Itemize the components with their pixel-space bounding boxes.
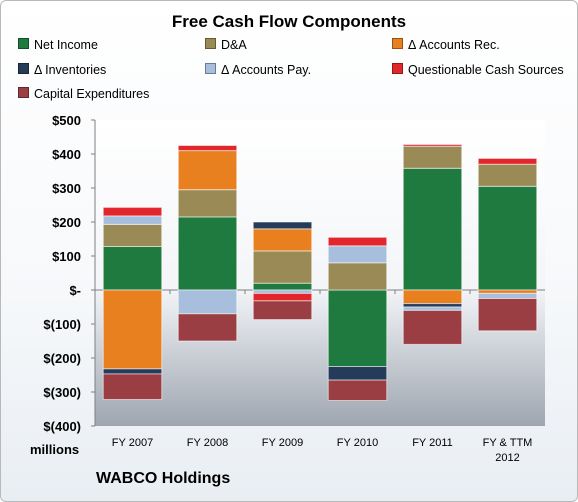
y-tick-label: $100: [52, 249, 81, 264]
bar-segment: [402, 145, 463, 169]
legend-swatch: [18, 38, 29, 49]
bar-segment: [102, 373, 163, 400]
bar-segment: [252, 282, 313, 291]
bar-segment: [177, 313, 238, 342]
legend-swatch: [18, 87, 29, 98]
company-name: WABCO Holdings: [96, 470, 231, 487]
y-tick-label: $-: [69, 283, 81, 298]
bar-segment: [252, 221, 313, 230]
legend-swatch: [18, 63, 29, 74]
bar-segment: [102, 223, 163, 247]
x-tick-label: FY 2010: [337, 437, 378, 449]
bar-segment: [177, 216, 238, 291]
legend-item-capex: Capital Expenditures: [18, 87, 149, 101]
bar-segment: [102, 289, 163, 370]
legend-label: Net Income: [34, 38, 98, 52]
bar-segment: [477, 185, 538, 291]
legend-item-accounts-rec: Δ Accounts Rec.: [392, 38, 500, 52]
y-tick-label: $(300): [43, 385, 81, 400]
bar-segment: [327, 236, 388, 247]
bar-segment: [102, 245, 163, 291]
y-tick-label: $200: [52, 215, 81, 230]
bar-segment: [402, 167, 463, 291]
y-tick-label: $(100): [43, 317, 81, 332]
bar-segment: [477, 163, 538, 187]
bar-segment: [177, 150, 238, 191]
x-tick-label: FY 2007: [112, 437, 153, 449]
legend-item-accounts-pay: Δ Accounts Pay.: [205, 63, 311, 77]
x-tick-label: FY 2008: [187, 437, 228, 449]
bar-segment: [327, 262, 388, 291]
bar-segment: [402, 289, 463, 305]
legend-label: Δ Inventories: [34, 63, 107, 77]
bar-segment: [327, 245, 388, 264]
legend-swatch: [205, 38, 216, 49]
bar-segment: [327, 366, 388, 381]
bar-segment: [252, 250, 313, 284]
bar-segment: [177, 189, 238, 218]
bar-segment: [327, 289, 388, 367]
y-tick-label: $300: [52, 181, 81, 196]
legend-item-da: D&A: [205, 38, 247, 52]
chart-title: Free Cash Flow Components: [171, 12, 407, 31]
bar-segment: [402, 143, 463, 147]
bar-segment: [252, 289, 313, 294]
bar-segment: [177, 145, 238, 152]
legend-label: Questionable Cash Sources: [408, 63, 564, 77]
bar-segment: [477, 292, 538, 299]
x-tick-label: FY & TTM: [483, 437, 533, 449]
units-label: millions: [30, 442, 80, 457]
legend-item-net-income: Net Income: [18, 38, 98, 52]
bar-segment: [252, 228, 313, 252]
x-tick-label: FY 2011: [412, 437, 453, 449]
legend-swatch: [392, 38, 403, 49]
legend-label: Δ Accounts Rec.: [408, 38, 500, 52]
legend-label: Δ Accounts Pay.: [221, 63, 312, 77]
bar-segment: [327, 379, 388, 402]
bar-segment: [177, 289, 238, 315]
legend-label: Capital Expenditures: [34, 87, 150, 101]
bar-segment: [477, 157, 538, 165]
y-tick-label: $400: [52, 147, 81, 162]
bar-segment: [477, 289, 538, 294]
legend-swatch: [205, 63, 216, 74]
bar-segment: [102, 215, 163, 225]
plot-area: [95, 120, 545, 426]
x-tick-label: 2012: [495, 452, 519, 464]
bar-segment: [477, 298, 538, 332]
y-tick-label: $(200): [43, 351, 81, 366]
bar-segment: [252, 292, 313, 302]
bar-segment: [402, 306, 463, 311]
bar-segment: [402, 309, 463, 345]
legend-swatch: [392, 63, 403, 74]
bar-segment: [402, 303, 463, 308]
bar-segment: [102, 368, 163, 375]
legend-label: D&A: [221, 38, 247, 52]
legend-item-questionable-cash: Questionable Cash Sources: [392, 63, 564, 77]
legend-item-inventories: Δ Inventories: [18, 63, 106, 77]
y-tick-label: $500: [52, 113, 81, 128]
x-tick-label: FY 2009: [262, 437, 303, 449]
bar-segment: [102, 206, 163, 217]
bar-segment: [252, 300, 313, 321]
y-tick-label: $(400): [43, 419, 81, 434]
